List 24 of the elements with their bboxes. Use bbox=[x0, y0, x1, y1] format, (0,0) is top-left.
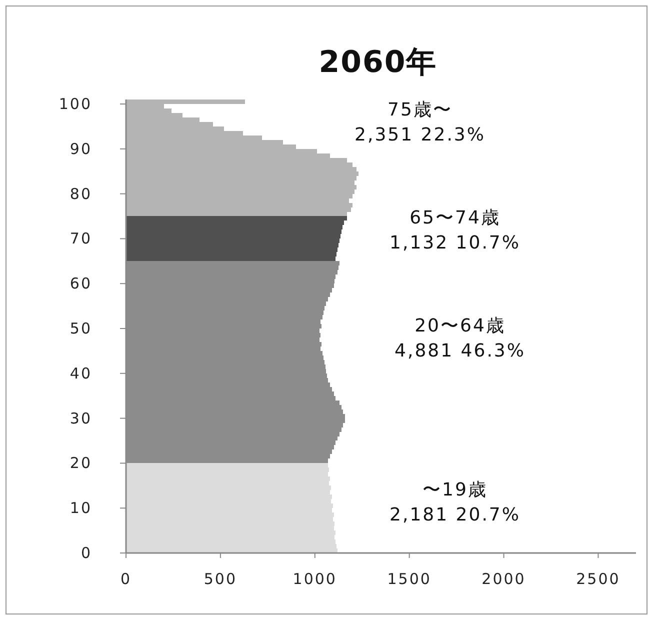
y-tick-label: 80 bbox=[70, 184, 92, 203]
x-tick-label: 0 bbox=[120, 570, 132, 588]
x-tick-label: 500 bbox=[204, 570, 238, 588]
y-tick-label: 50 bbox=[70, 319, 92, 338]
y-tick-label: 100 bbox=[58, 94, 92, 113]
x-tick-label: 2500 bbox=[576, 570, 620, 588]
y-tick-label: 60 bbox=[70, 274, 92, 293]
x-tick-label: 1500 bbox=[387, 570, 432, 588]
y-tick-label: 40 bbox=[70, 364, 92, 382]
y-tick-label: 0 bbox=[80, 544, 92, 562]
annotation: 〜19歳 2,181 20.7% bbox=[390, 480, 520, 526]
x-tick-label: 2000 bbox=[482, 570, 526, 588]
annotation: 20〜64歳 4,881 46.3% bbox=[394, 316, 526, 362]
y-tick-label: 30 bbox=[70, 409, 92, 428]
annotation: 75歳〜 2,351 22.3% bbox=[354, 100, 486, 146]
y-tick-label: 10 bbox=[70, 499, 92, 518]
x-tick-label: 1000 bbox=[292, 570, 337, 588]
chart-title: 2060年 bbox=[318, 45, 438, 80]
bar bbox=[126, 216, 347, 221]
y-tick-label: 90 bbox=[70, 140, 92, 158]
y-tick-label: 70 bbox=[70, 230, 92, 248]
bar bbox=[126, 463, 328, 468]
annotation: 65〜74歳 1,132 10.7% bbox=[390, 208, 520, 254]
y-tick-label: 20 bbox=[70, 454, 92, 472]
